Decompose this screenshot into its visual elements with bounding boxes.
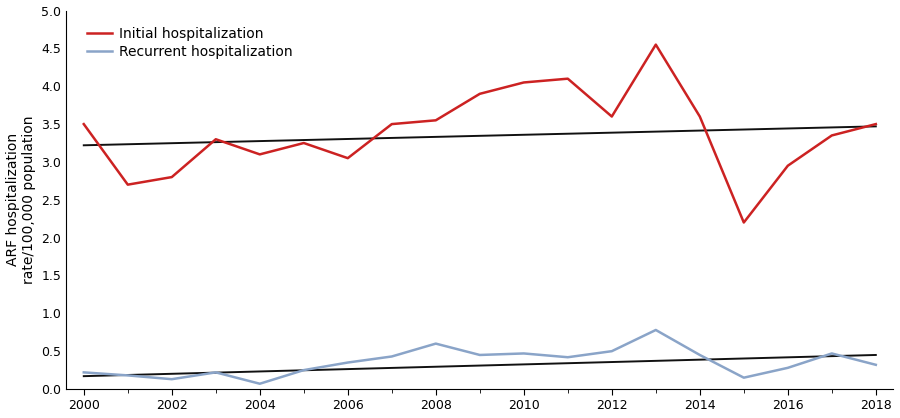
Y-axis label: ARF hospitalization
rate/100,000 population: ARF hospitalization rate/100,000 populat… [5, 115, 36, 284]
Legend: Initial hospitalization, Recurrent hospitalization: Initial hospitalization, Recurrent hospi… [81, 21, 298, 64]
